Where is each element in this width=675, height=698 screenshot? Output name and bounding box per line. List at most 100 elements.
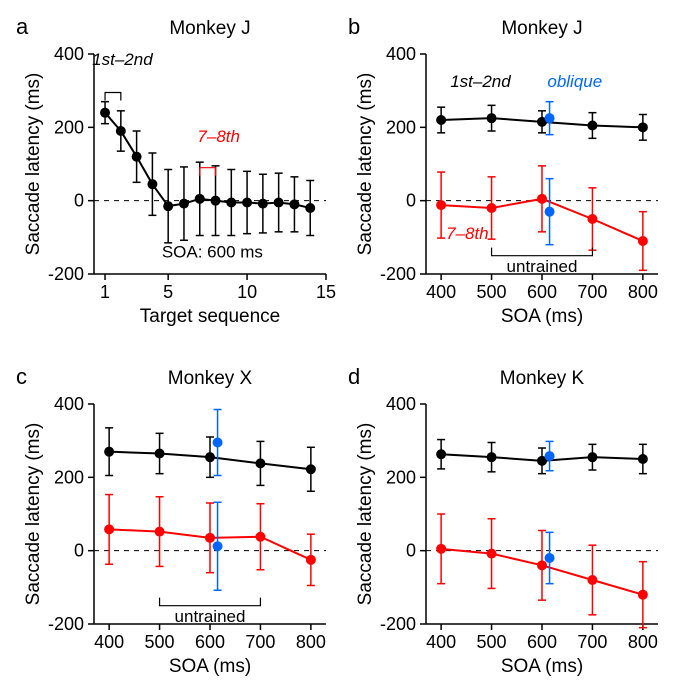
xtick-label: 500 xyxy=(145,632,175,652)
data-marker xyxy=(545,113,555,123)
annotation: 1st–2nd xyxy=(92,50,153,69)
panel-label: b xyxy=(348,14,360,39)
panel-title: Monkey X xyxy=(168,368,253,389)
data-marker xyxy=(226,198,236,208)
y-axis-label: Saccade latency (ms) xyxy=(355,423,376,606)
xtick-label: 500 xyxy=(477,632,507,652)
data-marker xyxy=(587,121,597,131)
xtick-label: 600 xyxy=(527,632,557,652)
data-marker xyxy=(638,122,648,132)
data-marker xyxy=(436,544,446,554)
data-marker xyxy=(537,194,547,204)
panel-label: c xyxy=(16,364,27,389)
bracket xyxy=(105,93,121,101)
ytick-label: -200 xyxy=(380,614,416,634)
data-marker xyxy=(104,447,114,457)
data-marker xyxy=(638,590,648,600)
data-marker xyxy=(195,194,205,204)
data-marker xyxy=(587,575,597,585)
data-marker xyxy=(211,196,221,206)
ytick-label: 400 xyxy=(54,44,84,64)
xtick-label: 10 xyxy=(237,282,257,302)
annotation: 7–8th xyxy=(446,224,489,243)
x-axis-label: Target sequence xyxy=(140,306,281,327)
data-marker xyxy=(587,452,597,462)
y-axis-label: Saccade latency (ms) xyxy=(23,73,44,256)
data-marker xyxy=(213,438,223,448)
data-marker xyxy=(436,200,446,210)
ytick-label: 200 xyxy=(54,467,84,487)
data-marker xyxy=(155,527,165,537)
data-marker xyxy=(205,533,215,543)
annotation: untrained xyxy=(175,607,246,626)
ytick-label: 0 xyxy=(74,541,84,561)
x-axis-label: SOA (ms) xyxy=(501,656,583,677)
xtick-label: 600 xyxy=(527,282,557,302)
x-axis-label: SOA (ms) xyxy=(169,656,251,677)
xtick-label: 400 xyxy=(94,632,124,652)
panel-d: dMonkey K-2000200400400500600700800Sacca… xyxy=(348,362,668,692)
annotation: oblique xyxy=(547,72,602,91)
xtick-label: 700 xyxy=(577,282,607,302)
xtick-label: 800 xyxy=(296,632,326,652)
data-marker xyxy=(147,179,157,189)
panel-label: a xyxy=(16,14,29,39)
panel-title: Monkey K xyxy=(500,368,585,389)
data-marker xyxy=(545,553,555,563)
ytick-label: 0 xyxy=(74,191,84,211)
ytick-label: 200 xyxy=(386,467,416,487)
data-marker xyxy=(289,199,299,209)
annotation: untrained xyxy=(507,257,578,276)
data-marker xyxy=(163,201,173,211)
ytick-label: 400 xyxy=(54,394,84,414)
bracket xyxy=(200,168,216,176)
data-marker xyxy=(116,126,126,136)
xtick-label: 800 xyxy=(628,632,658,652)
figure-container: aMonkey J-2000200400151015Saccade latenc… xyxy=(0,0,675,698)
xtick-label: 5 xyxy=(163,282,173,302)
data-marker xyxy=(487,549,497,559)
xtick-label: 500 xyxy=(477,282,507,302)
data-marker xyxy=(306,555,316,565)
panel-title: Monkey J xyxy=(501,18,582,39)
data-marker xyxy=(258,199,268,209)
data-marker xyxy=(487,113,497,123)
data-marker xyxy=(487,203,497,213)
data-marker xyxy=(638,454,648,464)
ytick-label: 200 xyxy=(54,117,84,137)
panel-label: d xyxy=(348,364,360,389)
data-marker xyxy=(205,452,215,462)
data-marker xyxy=(305,203,315,213)
data-marker xyxy=(255,532,265,542)
annotation: 1st–2nd xyxy=(450,72,511,91)
data-marker xyxy=(274,198,284,208)
data-marker xyxy=(587,214,597,224)
data-marker xyxy=(545,451,555,461)
panel-a: aMonkey J-2000200400151015Saccade latenc… xyxy=(16,12,336,342)
xtick-label: 700 xyxy=(577,632,607,652)
ytick-label: 0 xyxy=(406,191,416,211)
ytick-label: -200 xyxy=(380,264,416,284)
data-marker xyxy=(436,115,446,125)
ytick-label: 400 xyxy=(386,394,416,414)
data-marker xyxy=(104,524,114,534)
y-axis-label: Saccade latency (ms) xyxy=(355,73,376,256)
ytick-label: -200 xyxy=(48,614,84,634)
xtick-label: 400 xyxy=(426,632,456,652)
data-marker xyxy=(436,449,446,459)
x-axis-label: SOA (ms) xyxy=(501,306,583,327)
data-marker xyxy=(132,152,142,162)
xtick-label: 1 xyxy=(100,282,110,302)
data-marker xyxy=(242,198,252,208)
y-axis-label: Saccade latency (ms) xyxy=(23,423,44,606)
ytick-label: 400 xyxy=(386,44,416,64)
data-marker xyxy=(638,236,648,246)
xtick-label: 700 xyxy=(245,632,275,652)
panel-c: cMonkey X-2000200400400500600700800Sacca… xyxy=(16,362,336,692)
panel-title: Monkey J xyxy=(169,18,250,39)
untrained-bracket xyxy=(492,248,593,256)
xtick-label: 15 xyxy=(316,282,336,302)
ytick-label: 200 xyxy=(386,117,416,137)
data-marker xyxy=(537,560,547,570)
annotation: SOA: 600 ms xyxy=(162,243,263,262)
